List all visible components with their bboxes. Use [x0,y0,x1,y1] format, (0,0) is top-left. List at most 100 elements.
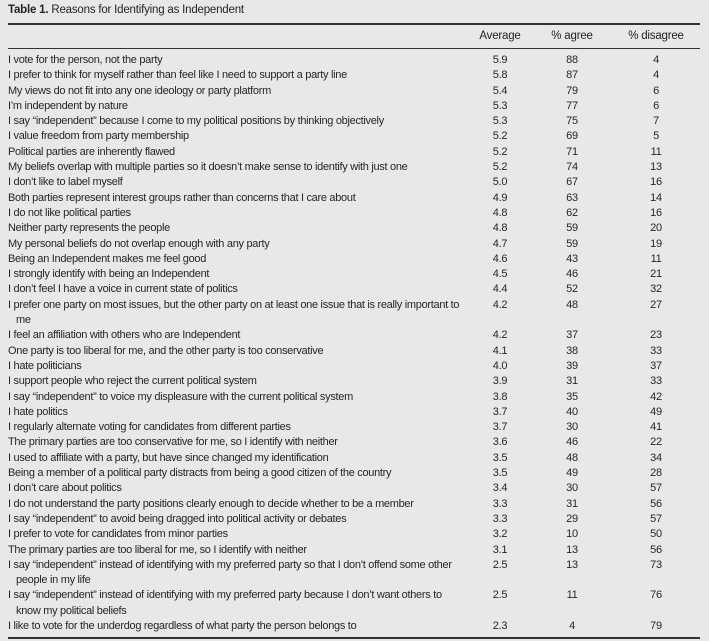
table-row: Neither party represents the people 4.8 … [8,221,700,236]
row-reason-cell: I prefer one party on most issues, but t… [8,298,460,327]
table-row: I hate politics 3.7 40 49 [8,405,700,420]
row-disagree-cell: 57 [650,482,662,495]
row-disagree-cell: 4 [653,69,659,82]
row-disagree-cell: 21 [650,268,662,281]
row-agree-cell: 87 [566,69,578,82]
table-row: I value freedom from party membership 5.… [8,129,700,144]
row-reason-cell: Being a member of a political party dist… [8,467,392,480]
table-row: Being a member of a political party dist… [8,466,700,481]
row-average-cell: 3.3 [492,497,508,510]
row-average-cell: 4.6 [492,252,508,265]
table-row: I say “independent” instead of identifyi… [8,558,700,589]
table-row: I say “independent” to voice my displeas… [8,390,700,405]
table-number-label: Table 1. [8,4,49,16]
row-agree-cell: 79 [566,84,578,97]
header-row: Average % agree % disagree [8,23,700,49]
row-average-cell: 3.1 [492,543,508,556]
row-average-cell: 3.2 [492,528,508,541]
table-row: I used to affiliate with a party, but ha… [8,451,700,466]
row-reason-cell: I like to vote for the underdog regardle… [8,618,468,640]
table-row: I prefer to think for myself rather than… [8,68,700,83]
row-average-cell: 3.7 [492,421,508,434]
row-disagree-cell: 73 [650,558,662,571]
row-agree-cell: 43 [566,252,578,265]
row-agree-cell: 29 [566,512,578,525]
row-average-cell: 4.5 [492,268,508,281]
row-average-cell: 4.4 [492,283,508,296]
row-reason-cell: I vote for the person, not the party [8,54,163,66]
row-agree-cell: 62 [566,206,578,219]
row-disagree-cell: 23 [650,329,662,342]
table-row: I say “independent” because I come to my… [8,114,700,129]
row-reason-cell: My personal beliefs do not overlap enoug… [8,237,270,250]
row-reason-cell: I say “independent” instead of identifyi… [8,558,452,587]
table-row: I say “independent” to avoid being dragg… [8,512,700,527]
row-disagree-cell: 4 [653,54,659,66]
table-row: I vote for the person, not the party 5.9… [8,49,700,69]
row-reason-cell: I regularly alternate voting for candida… [8,421,291,434]
row-agree-cell: 71 [566,145,578,158]
row-agree-cell: 67 [566,176,578,189]
row-disagree-cell: 11 [650,145,662,158]
row-average-cell: 2.3 [468,618,532,640]
row-agree-cell: 48 [566,298,578,311]
row-reason-cell: I don’t care about politics [8,482,122,495]
row-disagree-cell: 5 [653,130,659,143]
row-reason-cell: Neither party represents the people [8,222,170,235]
table-row: I say “independent” instead of identifyi… [8,588,700,619]
row-agree-cell: 38 [566,344,578,357]
row-average-cell: 5.8 [492,69,508,82]
row-agree-cell: 30 [566,421,578,434]
table-row: Political parties are inherently flawed … [8,145,700,160]
table-row: I do not understand the party positions … [8,497,700,512]
table-row: I’m independent by nature 5.3 77 6 [8,99,700,114]
row-disagree-cell: 37 [650,359,662,372]
row-disagree-cell: 11 [650,252,662,265]
row-disagree-cell: 13 [650,161,662,174]
row-agree-cell: 11 [566,589,578,602]
row-disagree-cell: 20 [650,222,662,235]
row-reason-cell: I support people who reject the current … [8,375,257,388]
row-disagree-cell: 14 [650,191,662,204]
row-average-cell: 3.7 [492,405,508,418]
row-average-cell: 5.2 [492,130,508,143]
row-average-cell: 4.0 [492,359,508,372]
row-average-cell: 4.7 [492,237,508,250]
row-disagree-cell: 27 [650,298,662,311]
table-row: My views do not fit into any one ideolog… [8,84,700,99]
row-reason-cell: My beliefs overlap with multiple parties… [8,161,408,174]
row-disagree-cell: 76 [650,589,662,602]
row-agree-cell: 37 [566,329,578,342]
row-average-cell: 4.2 [492,298,508,311]
row-agree-cell: 69 [566,130,578,143]
row-agree-cell: 39 [566,359,578,372]
table-row: I do not like political parties 4.8 62 1… [8,206,700,221]
table-row: Both parties represent interest groups r… [8,191,700,206]
row-agree-cell: 31 [566,375,578,388]
row-average-cell: 5.3 [492,99,508,112]
row-disagree-cell: 33 [650,344,662,357]
row-agree-cell: 10 [566,528,578,541]
row-agree-cell: 59 [566,222,578,235]
row-agree-cell: 13 [566,543,578,556]
table-row: I don’t care about politics 3.4 30 57 [8,481,700,496]
table-row: I strongly identify with being an Indepe… [8,267,700,282]
row-reason-cell: One party is too liberal for me, and the… [8,344,324,357]
row-average-cell: 3.3 [492,512,508,525]
row-average-cell: 4.8 [492,222,508,235]
table-row: My personal beliefs do not overlap enoug… [8,237,700,252]
table-row: The primary parties are too conservative… [8,435,700,450]
row-average-cell: 5.2 [492,161,508,174]
table-caption: Reasons for Identifying as Independent [51,4,244,16]
table-row: I don’t feel I have a voice in current s… [8,282,700,297]
row-average-cell: 3.9 [492,375,508,388]
table-body: I vote for the person, not the party 5.9… [8,49,700,640]
row-average-cell: 2.5 [492,558,508,571]
table-row: I regularly alternate voting for candida… [8,420,700,435]
row-agree-cell: 74 [566,161,578,174]
table-row: I feel an affiliation with others who ar… [8,328,700,343]
reasons-table: Average % agree % disagree I vote for th… [8,23,700,640]
row-average-cell: 5.2 [492,145,508,158]
row-reason-cell: The primary parties are too conservative… [8,436,338,449]
row-agree-cell: 13 [566,558,578,571]
